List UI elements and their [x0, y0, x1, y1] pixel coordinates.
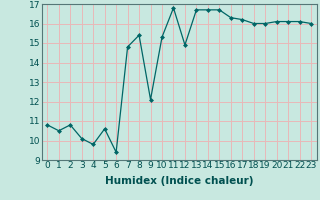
- X-axis label: Humidex (Indice chaleur): Humidex (Indice chaleur): [105, 176, 253, 186]
